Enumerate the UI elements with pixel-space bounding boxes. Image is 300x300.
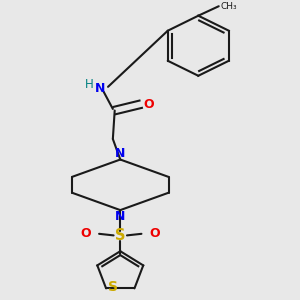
Text: S: S [115,228,125,243]
Text: O: O [81,227,92,240]
Text: N: N [115,146,125,160]
Text: O: O [149,227,160,240]
Text: H: H [85,78,94,91]
Text: O: O [144,98,154,111]
Text: N: N [115,210,125,223]
Text: S: S [108,280,118,294]
Text: N: N [95,82,105,95]
Text: CH₃: CH₃ [220,2,237,11]
